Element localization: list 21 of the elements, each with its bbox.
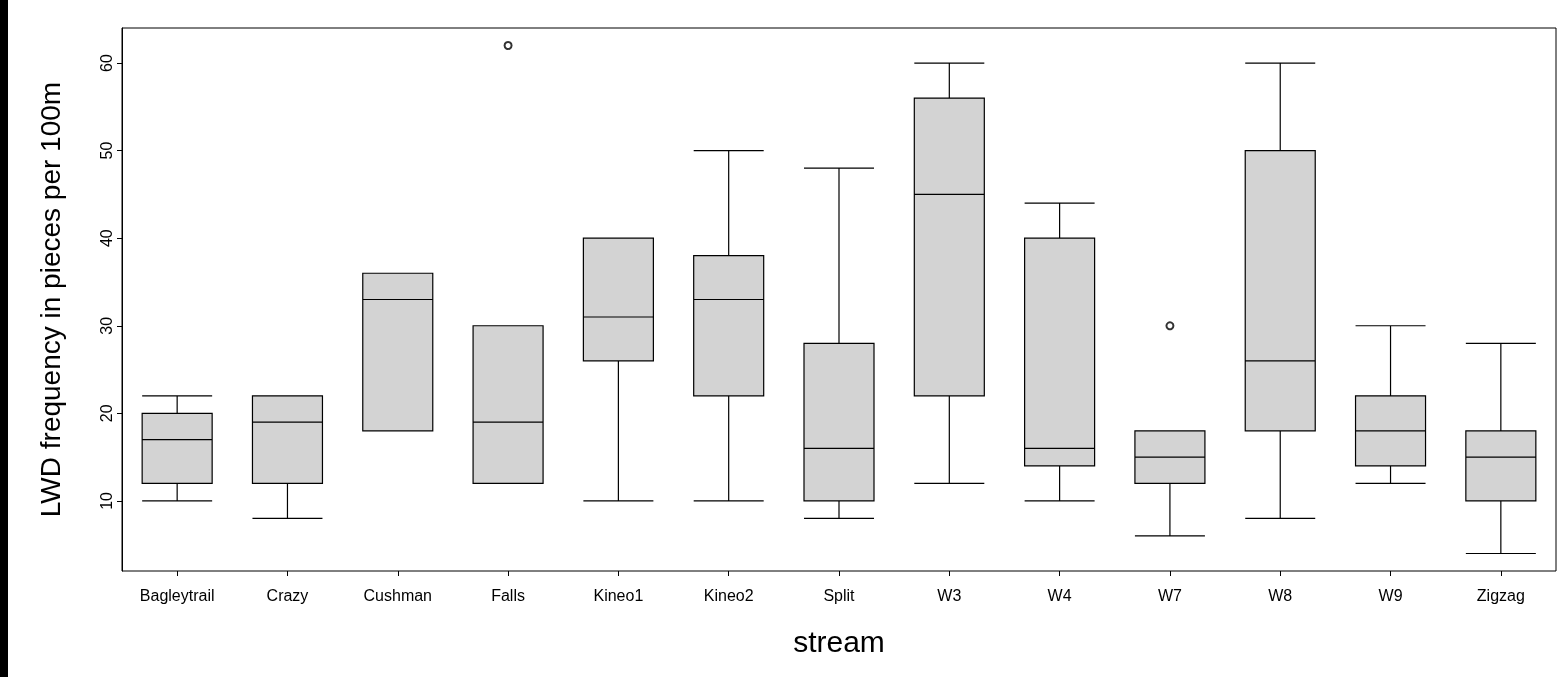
x-tick-label: Cushman bbox=[363, 586, 433, 604]
x-tick-label: Bagleytrail bbox=[139, 586, 215, 604]
y-tick-label: 10 bbox=[97, 491, 115, 510]
y-tick-label: 40 bbox=[97, 229, 115, 248]
x-tick-label: Kineo1 bbox=[593, 586, 644, 604]
x-tick-label: W7 bbox=[1157, 586, 1183, 604]
y-tick-label: 20 bbox=[97, 404, 115, 423]
x-tick-label: Split bbox=[823, 586, 856, 604]
x-tick-label: W9 bbox=[1378, 586, 1403, 604]
y-tick-label: 30 bbox=[97, 316, 115, 335]
y-axis-title: LWD frequency in pieces per 100m bbox=[34, 81, 66, 518]
x-tick-label: W4 bbox=[1047, 586, 1072, 604]
y-tick-label: 50 bbox=[97, 141, 115, 160]
x-axis-title: stream bbox=[793, 624, 885, 658]
x-tick-label: W3 bbox=[937, 586, 962, 604]
y-tick-label: 60 bbox=[97, 54, 115, 72]
x-tick-label: Falls bbox=[491, 586, 525, 604]
x-tick-label: Crazy bbox=[266, 586, 309, 604]
x-tick-label: Zigzag bbox=[1476, 586, 1525, 604]
x-tick-label: Kineo2 bbox=[703, 586, 754, 604]
x-tick-label: W8 bbox=[1268, 586, 1293, 604]
